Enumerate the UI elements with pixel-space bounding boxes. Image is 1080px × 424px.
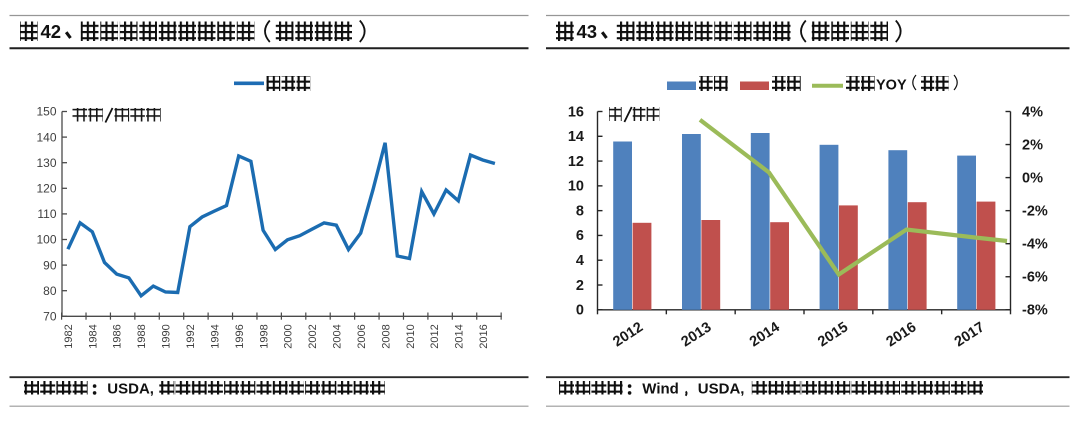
svg-text:10: 10 [568,179,584,195]
svg-text:2010: 2010 [405,324,417,348]
svg-text:12: 12 [568,154,584,170]
svg-text:2000: 2000 [283,324,295,348]
svg-text:-4%: -4% [1022,237,1048,253]
svg-text:0%: 0% [1022,170,1043,186]
svg-text:2016: 2016 [478,324,490,348]
svg-text:1992: 1992 [185,324,197,348]
svg-text:100: 100 [36,233,56,247]
svg-text:2002: 2002 [307,324,319,348]
svg-text:16: 16 [568,104,584,120]
svg-text:USDA,: USDA, [107,381,154,398]
svg-text:1982: 1982 [63,324,75,348]
svg-text:120: 120 [36,182,56,196]
svg-text:4%: 4% [1022,104,1043,120]
svg-text:80: 80 [43,284,57,298]
svg-text:-6%: -6% [1022,270,1048,286]
svg-text:42: 42 [41,21,62,42]
svg-text:Wind: Wind [642,381,679,398]
svg-text:70: 70 [43,310,57,324]
svg-text:USDA,: USDA, [698,381,745,398]
svg-text:8: 8 [576,203,584,219]
svg-text:130: 130 [36,156,56,170]
svg-text:6: 6 [576,228,584,244]
svg-text:2%: 2% [1022,137,1043,153]
svg-text:2006: 2006 [356,324,368,348]
svg-text:1990: 1990 [161,324,173,348]
svg-text:2014: 2014 [454,324,466,348]
svg-text:1996: 1996 [234,324,246,348]
svg-text:14: 14 [568,129,584,145]
svg-text:150: 150 [36,105,56,119]
svg-text:43: 43 [577,21,598,42]
svg-text:2004: 2004 [332,324,344,348]
svg-text:1994: 1994 [209,324,221,348]
svg-text:110: 110 [37,207,56,221]
svg-text:-2%: -2% [1022,203,1048,219]
svg-text:4: 4 [576,253,584,269]
svg-text:1984: 1984 [87,324,99,348]
svg-text:1998: 1998 [258,324,270,348]
svg-text:2012: 2012 [429,324,441,348]
svg-text:1986: 1986 [112,324,124,348]
svg-text:-8%: -8% [1022,303,1048,319]
svg-text:90: 90 [43,258,57,272]
svg-text:2008: 2008 [380,324,392,348]
svg-text:140: 140 [36,130,56,144]
svg-text:1988: 1988 [136,324,148,348]
svg-text:2: 2 [576,278,584,294]
svg-text:YOY: YOY [876,78,907,94]
svg-text:0: 0 [576,303,584,319]
